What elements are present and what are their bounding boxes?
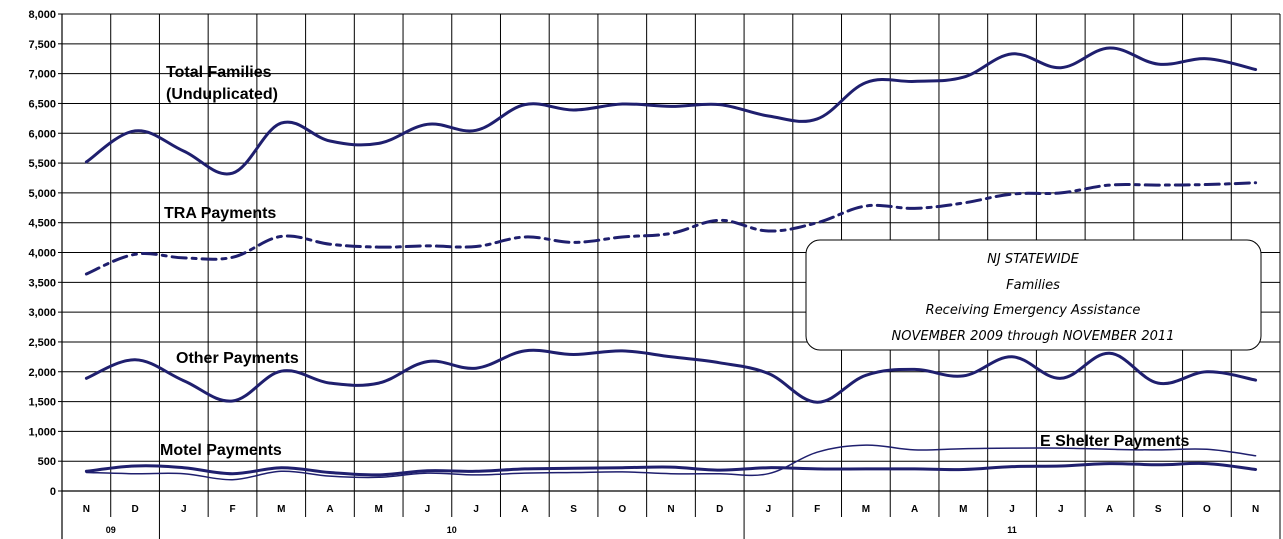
y-tick-label: 4,500 — [28, 218, 56, 230]
x-tick-label-month: J — [766, 504, 772, 515]
series-label-total-families-1: Total Families — [166, 64, 272, 81]
x-tick-label-month: M — [959, 504, 967, 515]
x-tick-label-month: M — [375, 504, 383, 515]
series-line-tra-payments — [84, 181, 1258, 276]
x-tick-label-month: J — [1009, 504, 1015, 515]
title-box: NJ STATEWIDE Families Receiving Emergenc… — [805, 239, 1262, 351]
y-tick-label: 5,000 — [28, 188, 56, 200]
y-tick-label: 4,000 — [28, 248, 56, 260]
x-tick-label-month: J — [425, 504, 431, 515]
y-axis-tick-labels: 0 500 1,000 1,500 2,000 2,500 3,000 3,500 4,000 4… — [28, 9, 56, 498]
title-box-frame — [805, 239, 1262, 351]
series-line-other-payments — [84, 348, 1258, 404]
x-tick-label-month: S — [1155, 504, 1162, 515]
y-tick-label: 2,000 — [28, 367, 56, 379]
series-label-total-families-2: (Unduplicated) — [166, 86, 278, 103]
x-tick-label-year: 11 — [1007, 525, 1017, 535]
x-tick-label-month: A — [1106, 504, 1113, 515]
title-line-3: Receiving Emergency Assistance — [926, 303, 1141, 318]
x-tick-label-year: 10 — [447, 525, 457, 535]
x-tick-label-month: A — [521, 504, 528, 515]
x-tick-label-month: N — [667, 504, 674, 515]
x-tick-label-month: F — [814, 504, 820, 515]
series-line-total-families-unduplicated — [84, 46, 1258, 176]
y-tick-label: 6,500 — [28, 98, 56, 110]
series-labels: Total Families (Unduplicated) TRA Paymen… — [160, 64, 1190, 459]
title-line-2: Families — [1006, 278, 1060, 293]
y-tick-label: 6,000 — [28, 128, 56, 140]
x-axis-tick-labels: N D J F M A M J J A S O N D J F M A M J J A S O N 09 10 11 — [83, 504, 1260, 535]
series-lines — [84, 46, 1258, 481]
y-tick-label: 0 — [50, 486, 56, 498]
x-tick-label-month: M — [862, 504, 870, 515]
title-line-1: NJ STATEWIDE — [987, 252, 1079, 267]
series-line-motel-payments — [84, 461, 1258, 477]
x-tick-label-month: N — [83, 504, 90, 515]
y-tick-label: 1,000 — [28, 426, 56, 438]
x-tick-label-month: M — [277, 504, 285, 515]
series-label-motel-payments: Motel Payments — [160, 442, 282, 459]
x-tick-label-month: D — [131, 504, 138, 515]
x-tick-label-month: A — [326, 504, 333, 515]
y-tick-label: 1,500 — [28, 397, 56, 409]
x-tick-label-month: J — [1058, 504, 1064, 515]
x-tick-label-month: A — [911, 504, 918, 515]
axes — [58, 13, 1281, 539]
y-tick-label: 2,500 — [28, 337, 56, 349]
series-line-e-shelter-payments — [85, 444, 1257, 481]
x-tick-label-month: O — [1203, 504, 1211, 515]
series-label-tra-payments: TRA Payments — [164, 205, 276, 222]
y-tick-label: 8,000 — [28, 9, 56, 21]
y-tick-label: 7,000 — [28, 69, 56, 81]
x-tick-label-month: O — [618, 504, 626, 515]
x-tick-label-month: F — [229, 504, 235, 515]
x-tick-label-month: J — [473, 504, 479, 515]
x-tick-label-month: D — [716, 504, 723, 515]
series-label-e-shelter-payments: E Shelter Payments — [1040, 433, 1190, 450]
x-tick-label-month: S — [570, 504, 577, 515]
x-tick-label-month: J — [181, 504, 187, 515]
y-tick-label: 3,000 — [28, 307, 56, 319]
y-tick-label: 5,500 — [28, 158, 56, 170]
y-tick-label: 3,500 — [28, 277, 56, 289]
x-tick-label-year: 09 — [106, 525, 116, 535]
y-tick-label: 7,500 — [28, 39, 56, 51]
grid-lines — [61, 13, 1281, 492]
x-tick-label-month: N — [1252, 504, 1259, 515]
series-label-other-payments: Other Payments — [176, 350, 299, 367]
title-line-4: NOVEMBER 2009 through NOVEMBER 2011 — [892, 329, 1175, 344]
y-tick-label: 500 — [38, 456, 56, 468]
